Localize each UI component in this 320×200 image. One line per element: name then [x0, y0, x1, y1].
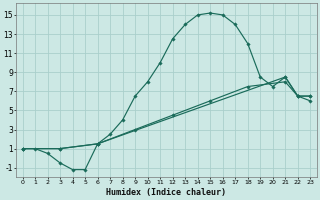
X-axis label: Humidex (Indice chaleur): Humidex (Indice chaleur) — [107, 188, 227, 197]
